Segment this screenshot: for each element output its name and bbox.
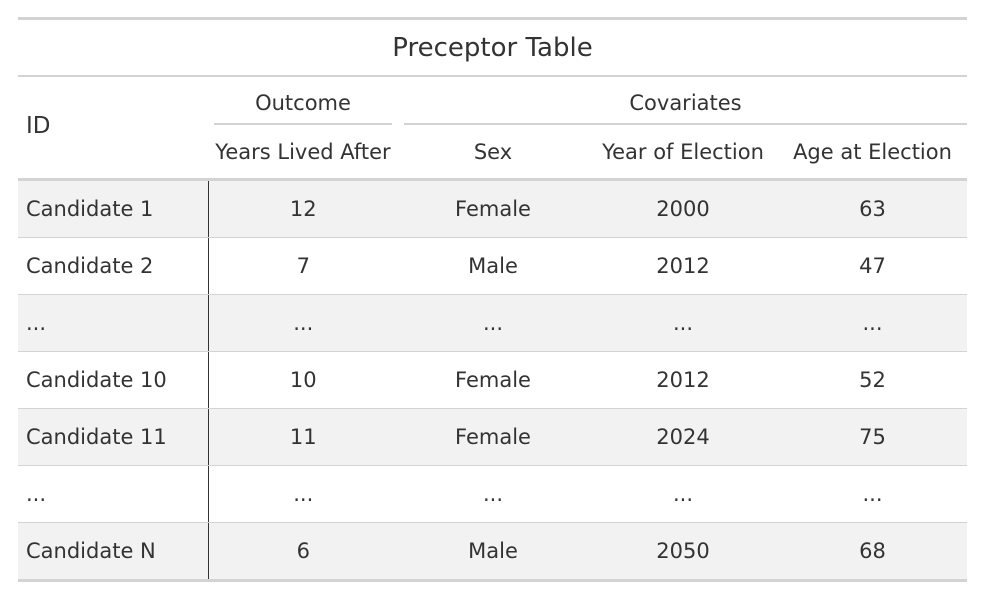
years-lived-cell: 6 [208, 522, 398, 579]
table-row: Candidate 10 10 Female 2012 52 [18, 351, 967, 409]
id-column-header: ID [26, 113, 51, 139]
year-of-election-cell: 2024 [588, 408, 778, 466]
table-bottom-border [18, 579, 967, 582]
year-of-election-cell: 2050 [588, 522, 778, 579]
years-lived-cell: 7 [208, 237, 398, 295]
table-title: Preceptor Table [392, 33, 593, 63]
id-cell: Candidate 11 [18, 408, 209, 466]
covariates-spanner-line [404, 123, 967, 125]
age-at-election-cell: ... [778, 294, 967, 352]
table-body: Candidate 1 12 Female 2000 63 Candidate … [18, 181, 967, 579]
years-lived-cell: 11 [208, 408, 398, 466]
years-lived-cell: 12 [208, 181, 398, 238]
age-at-election-cell: 52 [778, 351, 967, 409]
table-top-border [18, 17, 967, 20]
year-of-election-cell: ... [588, 294, 778, 352]
age-at-election-cell: ... [778, 465, 967, 523]
id-cell: ... [18, 465, 209, 523]
id-cell: Candidate 10 [18, 351, 209, 409]
sex-cell: Male [398, 522, 588, 579]
table-row: Candidate N 6 Male 2050 68 [18, 522, 967, 579]
id-cell: ... [18, 294, 209, 352]
table-header: ID Outcome Covariates Years Lived After … [18, 77, 967, 178]
age-at-election-cell: 68 [778, 522, 967, 579]
sex-cell: Male [398, 237, 588, 295]
preceptor-table: Preceptor Table ID Outcome Covariates Ye… [18, 17, 967, 582]
age-at-election-cell: 47 [778, 237, 967, 295]
id-cell: Candidate 1 [18, 181, 209, 238]
title-divider [18, 75, 967, 77]
age-at-election-cell: 63 [778, 181, 967, 238]
sex-cell: Female [398, 408, 588, 466]
sex-cell: Female [398, 181, 588, 238]
year-of-election-cell: 2012 [588, 351, 778, 409]
table-row: Candidate 2 7 Male 2012 47 [18, 237, 967, 295]
years-lived-cell: 10 [208, 351, 398, 409]
table-row: Candidate 11 11 Female 2024 75 [18, 408, 967, 466]
id-cell: Candidate N [18, 522, 209, 579]
sex-cell: Female [398, 351, 588, 409]
year-of-election-cell: 2012 [588, 237, 778, 295]
sex-cell: ... [398, 465, 588, 523]
table-row: Candidate 1 12 Female 2000 63 [18, 181, 967, 238]
years-lived-after-header: Years Lived After [215, 140, 391, 164]
id-cell: Candidate 2 [18, 237, 209, 295]
years-lived-cell: ... [208, 294, 398, 352]
covariates-spanner: Covariates [629, 91, 742, 115]
year-of-election-header: Year of Election [602, 140, 764, 164]
years-lived-cell: ... [208, 465, 398, 523]
sex-cell: ... [398, 294, 588, 352]
outcome-spanner-line [214, 123, 392, 125]
age-at-election-cell: 75 [778, 408, 967, 466]
table-row: ... ... ... ... ... [18, 294, 967, 352]
age-at-election-header: Age at Election [793, 140, 952, 164]
header-divider [18, 178, 967, 181]
year-of-election-cell: 2000 [588, 181, 778, 238]
year-of-election-cell: ... [588, 465, 778, 523]
sex-header: Sex [473, 140, 513, 164]
table-row: ... ... ... ... ... [18, 465, 967, 523]
outcome-spanner: Outcome [255, 91, 351, 115]
